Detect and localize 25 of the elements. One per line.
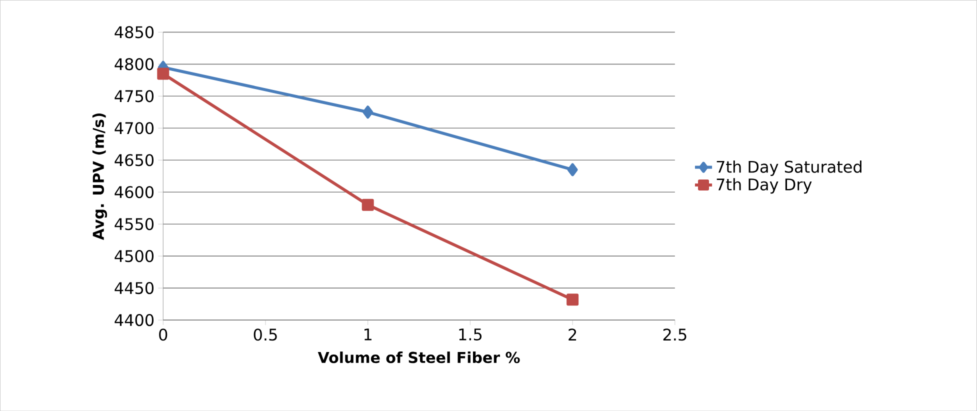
point xyxy=(362,198,374,211)
x-tick-label: 0.5 xyxy=(254,328,277,341)
legend-label: 7th Day Dry xyxy=(716,178,812,194)
point xyxy=(567,163,578,176)
y-tick-label: 4750 xyxy=(114,90,154,102)
legend-label: 7th Day Saturated xyxy=(716,160,862,176)
x-tick-label: 1.5 xyxy=(459,328,482,340)
y-tick-label: 4600 xyxy=(114,186,154,198)
x-tick-label: 1 xyxy=(364,328,372,340)
point xyxy=(362,106,374,119)
point xyxy=(157,68,170,80)
x-tick-label: 2.5 xyxy=(663,328,686,341)
y-tick-label: 4450 xyxy=(114,282,154,294)
y-tick-label: 4550 xyxy=(114,218,154,230)
y-tick-label: 4850 xyxy=(114,26,154,38)
y-tick-label: 4650 xyxy=(114,154,154,166)
x-tick-label: 2 xyxy=(568,328,576,340)
x-tick-label: 0 xyxy=(159,328,168,341)
x-axis-title: Volume of Steel Fiber % xyxy=(318,351,520,364)
point xyxy=(566,293,579,306)
y-axis-title: Avg. UPV (m/s) xyxy=(92,113,108,240)
y-tick-label: 4400 xyxy=(114,314,154,326)
y-tick-label: 4700 xyxy=(114,122,154,134)
y-tick-label: 4500 xyxy=(114,250,154,262)
y-tick-label: 4800 xyxy=(114,58,154,70)
